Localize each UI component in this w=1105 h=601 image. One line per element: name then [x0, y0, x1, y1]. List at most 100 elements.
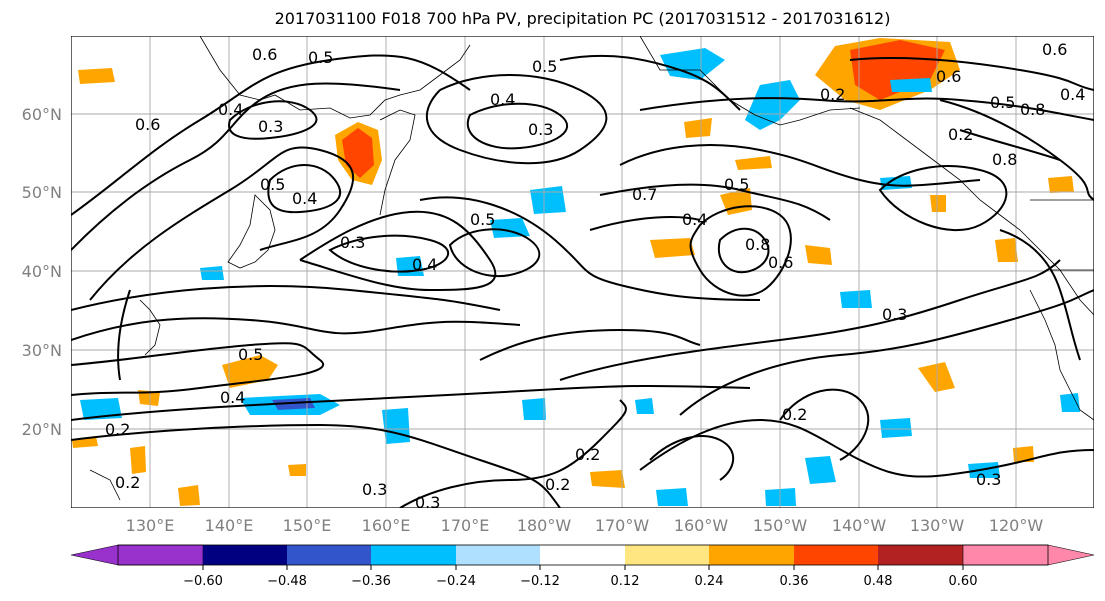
- colorbar-tick-label: 0.24: [695, 574, 724, 589]
- neg-patch: [530, 186, 566, 214]
- pos-patch: [1048, 176, 1074, 193]
- neg-patch: [880, 418, 912, 438]
- lon-label: 180°W: [517, 516, 572, 535]
- colorbar-tick-label: −0.60: [183, 574, 223, 589]
- contour-label: 0.4: [292, 189, 317, 208]
- colorbar-tick-label: −0.36: [351, 574, 391, 589]
- lon-label: 170°E: [441, 516, 490, 535]
- colorbar-bin: [70, 544, 204, 566]
- pos-patch: [930, 195, 946, 212]
- pos-patch: [650, 238, 695, 258]
- colorbar-bin: [878, 545, 963, 565]
- lon-label: 140°E: [205, 516, 254, 535]
- contour-label: 0.4: [412, 255, 437, 274]
- contour-label: 0.2: [820, 85, 845, 104]
- colorbar-bin: [371, 545, 456, 565]
- contour-label: 0.6: [1042, 40, 1067, 59]
- lat-label: 60°N: [22, 105, 62, 124]
- neg-patch: [745, 80, 800, 130]
- neg-patch: [490, 218, 530, 238]
- lon-label: 150°W: [753, 516, 808, 535]
- colorbar-bin: [540, 545, 625, 565]
- contour-label: 0.5: [724, 175, 749, 194]
- neg-patch: [522, 398, 546, 420]
- contour-label: 0.2: [782, 405, 807, 424]
- neg-patch: [1060, 393, 1080, 412]
- pos-patch: [805, 245, 832, 265]
- pos-patch: [178, 485, 200, 506]
- contour-label: 0.6: [135, 115, 160, 134]
- colorbar-tick-label: 0.12: [611, 574, 640, 589]
- neg-patch: [805, 456, 836, 484]
- contour-label: 0.2: [575, 445, 600, 464]
- neg-patch: [656, 488, 688, 506]
- contour-label: 0.5: [238, 345, 263, 364]
- coastlines: [89, 36, 1094, 501]
- pos-patch: [138, 390, 160, 406]
- pos-patch: [735, 156, 772, 170]
- pos-patch: [1013, 446, 1034, 462]
- colorbar-bin: [709, 545, 794, 565]
- colorbar-tick-label: 0.36: [780, 574, 809, 589]
- lat-label: 20°N: [22, 420, 62, 439]
- map-title: 2017031100 F018 700 hPa PV, precipitatio…: [274, 9, 891, 28]
- map-panel: 0.6 0.5 0.5 0.4 0.3 0.6 0.4 0.3 0.4 0.5 …: [71, 36, 1094, 512]
- pos-patch: [590, 470, 625, 488]
- colorbar-tick-label: −0.24: [436, 574, 476, 589]
- contour-label: 0.4: [490, 90, 515, 109]
- contour-label: 0.6: [252, 45, 277, 64]
- colorbar-bin: [456, 545, 540, 565]
- latitude-labels: 60°N 50°N 40°N 30°N 20°N: [22, 105, 62, 439]
- pv-contours: [71, 54, 1094, 508]
- contour-labels: 0.6 0.5 0.5 0.4 0.3 0.6 0.4 0.3 0.4 0.5 …: [105, 40, 1085, 512]
- contour-label: 0.5: [470, 210, 495, 229]
- pos-patch: [850, 40, 945, 100]
- colorbar-bin: [625, 545, 709, 565]
- contour-label: 0.3: [882, 305, 907, 324]
- contour-label: 0.8: [745, 235, 770, 254]
- neg-patch: [765, 488, 796, 506]
- pos-patch: [918, 362, 955, 392]
- contour-label: 0.3: [362, 480, 387, 499]
- longitude-labels: 130°E 140°E 150°E 160°E 170°E 180°W 170°…: [126, 516, 1044, 535]
- colorbar-bin: [962, 544, 1095, 566]
- colorbar-tick-label: 0.48: [864, 574, 893, 589]
- colorbar-bin: [794, 545, 878, 565]
- lon-label: 160°E: [362, 516, 411, 535]
- contour-label: 0.8: [992, 150, 1017, 169]
- colorbar-tick-label: −0.48: [267, 574, 307, 589]
- contour-label: 0.5: [990, 93, 1015, 112]
- lon-label: 160°W: [674, 516, 729, 535]
- lat-label: 40°N: [22, 262, 62, 281]
- colorbar-ticks: [202, 565, 964, 570]
- lon-label: 150°E: [283, 516, 332, 535]
- lon-label: 170°W: [595, 516, 650, 535]
- lat-label: 50°N: [22, 183, 62, 202]
- contour-label: 0.5: [260, 175, 285, 194]
- lat-label: 30°N: [22, 341, 62, 360]
- colorbar-tick-label: 0.60: [949, 574, 978, 589]
- contour-label: 0.3: [258, 117, 283, 136]
- contour-label: 0.3: [528, 120, 553, 139]
- contour-label: 0.6: [768, 253, 793, 272]
- contour-label: 0.4: [1060, 85, 1085, 104]
- contour-label: 0.5: [308, 48, 333, 67]
- contour-label: 0.4: [218, 100, 243, 119]
- contour-label: 0.7: [632, 185, 657, 204]
- lon-label: 130°E: [126, 516, 175, 535]
- contour-label: 0.3: [976, 470, 1001, 489]
- contour-label: 0.2: [545, 475, 570, 494]
- contour-label: 0.2: [948, 125, 973, 144]
- contour-label: 0.6: [936, 67, 961, 86]
- contour-label: 0.8: [1020, 100, 1045, 119]
- contour-label: 0.3: [415, 493, 440, 512]
- neg-patch: [660, 48, 725, 80]
- colorbar-tick-label: −0.12: [520, 574, 560, 589]
- pos-patch: [684, 118, 712, 138]
- pos-patch: [78, 68, 115, 84]
- contour-label: 0.2: [115, 473, 140, 492]
- contour-label: 0.2: [105, 420, 130, 439]
- lon-label: 120°W: [989, 516, 1044, 535]
- contour-label: 0.4: [682, 210, 707, 229]
- contour-label: 0.4: [220, 388, 245, 407]
